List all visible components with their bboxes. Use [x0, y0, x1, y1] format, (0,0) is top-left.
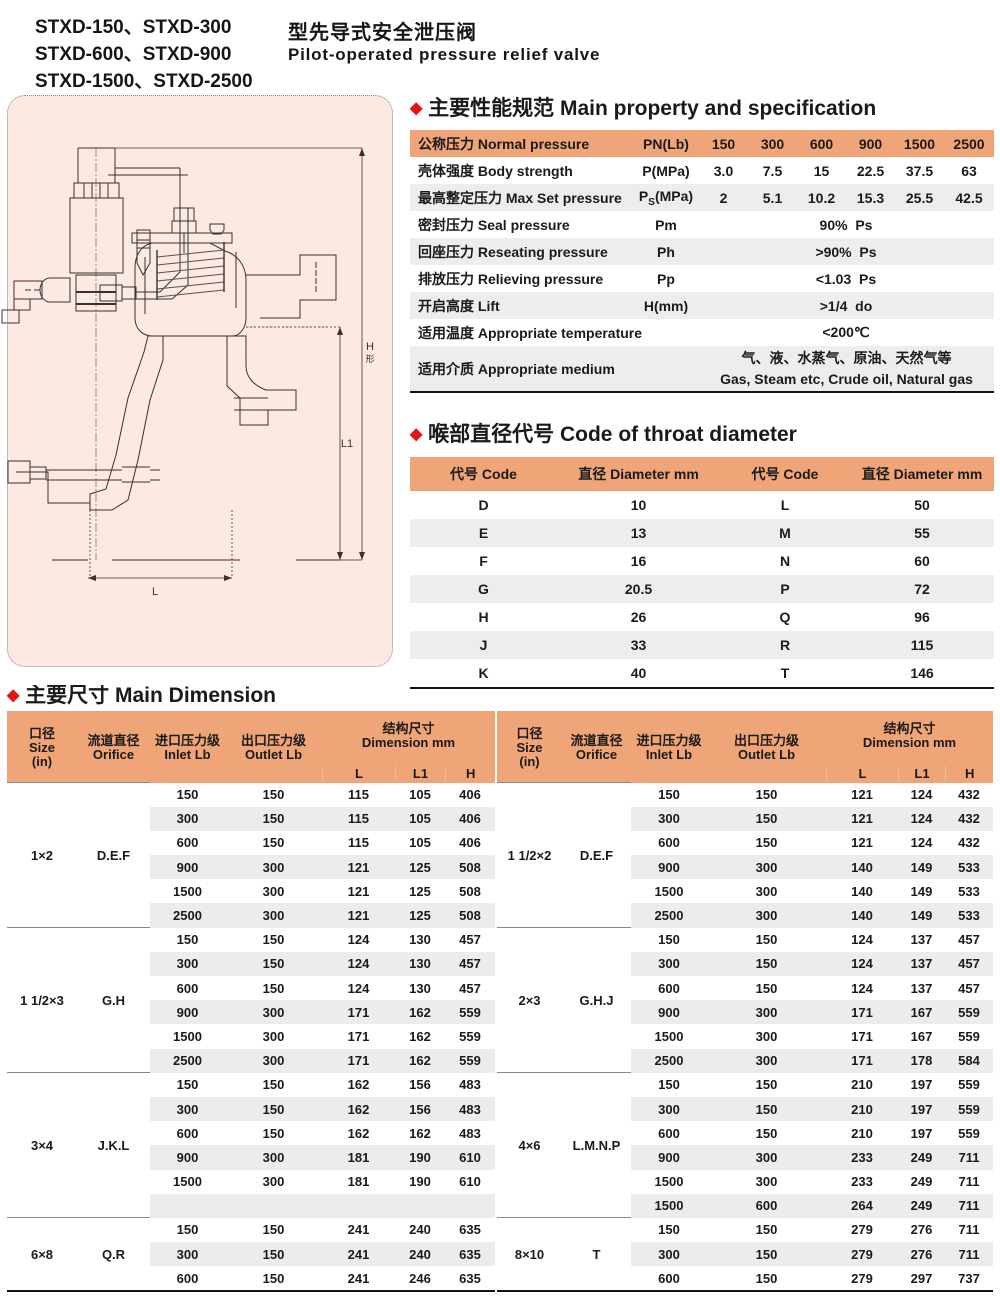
- svg-text:形: 形: [365, 353, 374, 364]
- svg-text:H: H: [366, 341, 374, 353]
- svg-text:L: L: [152, 586, 158, 598]
- svg-text:L1: L1: [341, 438, 353, 450]
